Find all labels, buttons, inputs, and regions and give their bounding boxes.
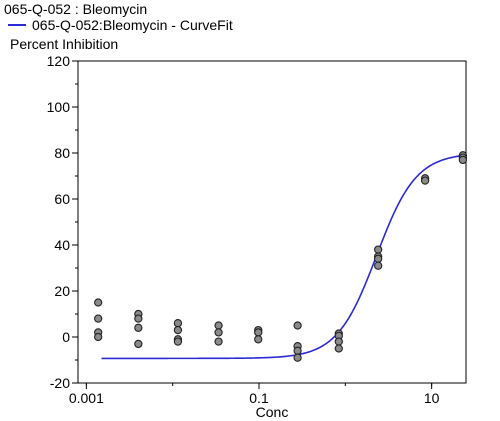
y-tick-label: -20 <box>50 375 70 391</box>
data-point <box>293 346 302 355</box>
plot-frame <box>77 60 467 384</box>
y-tick-label: 80 <box>54 145 70 161</box>
data-point <box>134 339 143 349</box>
data-point <box>214 328 223 337</box>
chart-title: 065-Q-052 : Bleomycin <box>4 1 148 17</box>
data-point <box>173 319 183 328</box>
data-point <box>334 337 343 346</box>
data-point <box>94 332 103 342</box>
x-axis-label: Conc <box>256 404 289 420</box>
data-point <box>373 245 383 254</box>
data-point <box>334 344 343 353</box>
data-point <box>214 321 223 330</box>
y-tick-label: 100 <box>47 99 71 115</box>
y-tick-label: 60 <box>54 191 70 207</box>
data-point <box>134 323 143 332</box>
y-tick-label: 20 <box>54 283 70 299</box>
y-axis-label: Percent Inhibition <box>10 36 119 52</box>
data-point <box>134 314 143 323</box>
y-tick-label: 40 <box>54 237 70 253</box>
data-point <box>173 325 183 335</box>
data-point <box>94 298 103 307</box>
data-point <box>214 337 223 346</box>
y-tick-label: 0 <box>62 329 70 345</box>
x-tick-label: 10 <box>424 390 440 406</box>
x-tick-label: 0.001 <box>69 390 104 406</box>
y-tick-label: 120 <box>47 53 71 69</box>
curve-fit-line <box>101 154 467 360</box>
legend: 065-Q-052:Bleomycin - CurveFit <box>8 17 233 33</box>
x-tick-label: 0.1 <box>249 390 269 406</box>
data-point <box>94 314 103 323</box>
data-point <box>420 176 430 185</box>
legend-line-swatch <box>8 24 26 26</box>
legend-series-label: 065-Q-052:Bleomycin - CurveFit <box>32 17 233 33</box>
data-point <box>293 353 302 362</box>
data-point <box>373 261 383 270</box>
data-point <box>373 254 383 263</box>
data-point <box>458 155 468 165</box>
data-point <box>173 337 183 346</box>
data-point <box>293 321 302 330</box>
data-point <box>254 328 263 337</box>
data-point <box>254 335 263 344</box>
